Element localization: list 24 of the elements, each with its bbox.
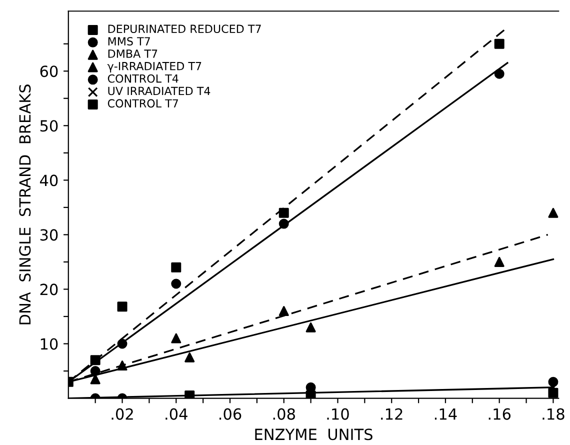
x-axis-title: ENZYME UNITS <box>255 428 372 440</box>
x-tick-label: .14 <box>434 408 457 420</box>
legend-label: MMS T7 <box>108 37 150 46</box>
legend-label: UV IRRADIATED T4 <box>108 86 210 96</box>
y-tick-label: 10 <box>40 338 58 350</box>
legend-label: CONTROL T7 <box>108 99 178 108</box>
y-tick-label: 20 <box>40 284 58 296</box>
x-tick-label: .08 <box>273 408 295 420</box>
x-tick-label: .18 <box>542 408 564 420</box>
x-tick-label: .06 <box>219 408 242 420</box>
legend-label: CONTROL T4 <box>108 74 178 83</box>
x-tick-label: .12 <box>381 408 402 420</box>
x-tick-label: .16 <box>488 408 511 420</box>
y-tick-label: 40 <box>40 174 58 186</box>
y-tick-label: 30 <box>40 229 58 241</box>
legend-label: DMBA T7 <box>108 50 158 58</box>
y-tick-label: 60 <box>40 66 58 78</box>
y-tick-label: 50 <box>40 120 58 132</box>
legend-label: γ-IRRADIATED T7 <box>107 62 202 72</box>
x-tick-label: .02 <box>112 408 133 420</box>
legend-label: DEPURINATED REDUCED T7 <box>108 24 261 34</box>
x-tick-label: .04 <box>166 408 188 420</box>
x-tick-label: .10 <box>327 408 349 420</box>
y-axis-title: DNA SINGLE STRAND BREAKS <box>19 84 31 324</box>
